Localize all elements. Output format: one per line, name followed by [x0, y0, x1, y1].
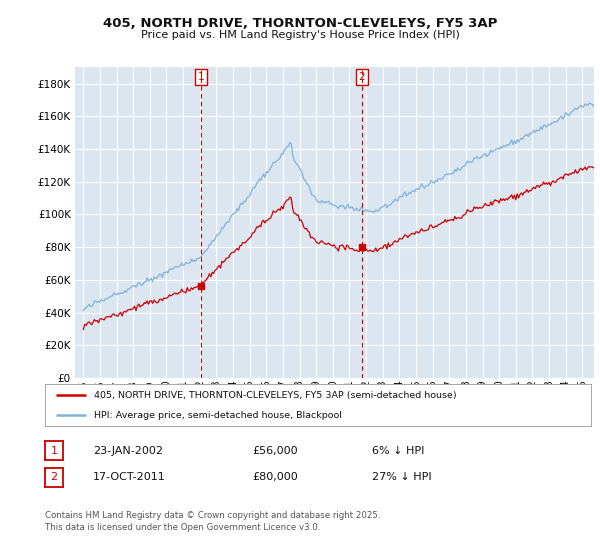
Text: 17-OCT-2011: 17-OCT-2011: [93, 472, 166, 482]
Text: 405, NORTH DRIVE, THORNTON-CLEVELEYS, FY5 3AP: 405, NORTH DRIVE, THORNTON-CLEVELEYS, FY…: [103, 17, 497, 30]
Text: 1: 1: [198, 72, 205, 82]
Text: 27% ↓ HPI: 27% ↓ HPI: [372, 472, 431, 482]
Text: Price paid vs. HM Land Registry's House Price Index (HPI): Price paid vs. HM Land Registry's House …: [140, 30, 460, 40]
Text: 1: 1: [50, 446, 58, 456]
Text: £80,000: £80,000: [252, 472, 298, 482]
Text: 6% ↓ HPI: 6% ↓ HPI: [372, 446, 424, 456]
Text: 2: 2: [359, 72, 365, 82]
Text: 405, NORTH DRIVE, THORNTON-CLEVELEYS, FY5 3AP (semi-detached house): 405, NORTH DRIVE, THORNTON-CLEVELEYS, FY…: [94, 391, 457, 400]
Text: 23-JAN-2002: 23-JAN-2002: [93, 446, 163, 456]
Text: 2: 2: [50, 472, 58, 482]
Text: HPI: Average price, semi-detached house, Blackpool: HPI: Average price, semi-detached house,…: [94, 410, 342, 419]
Text: £56,000: £56,000: [252, 446, 298, 456]
Text: Contains HM Land Registry data © Crown copyright and database right 2025.
This d: Contains HM Land Registry data © Crown c…: [45, 511, 380, 532]
